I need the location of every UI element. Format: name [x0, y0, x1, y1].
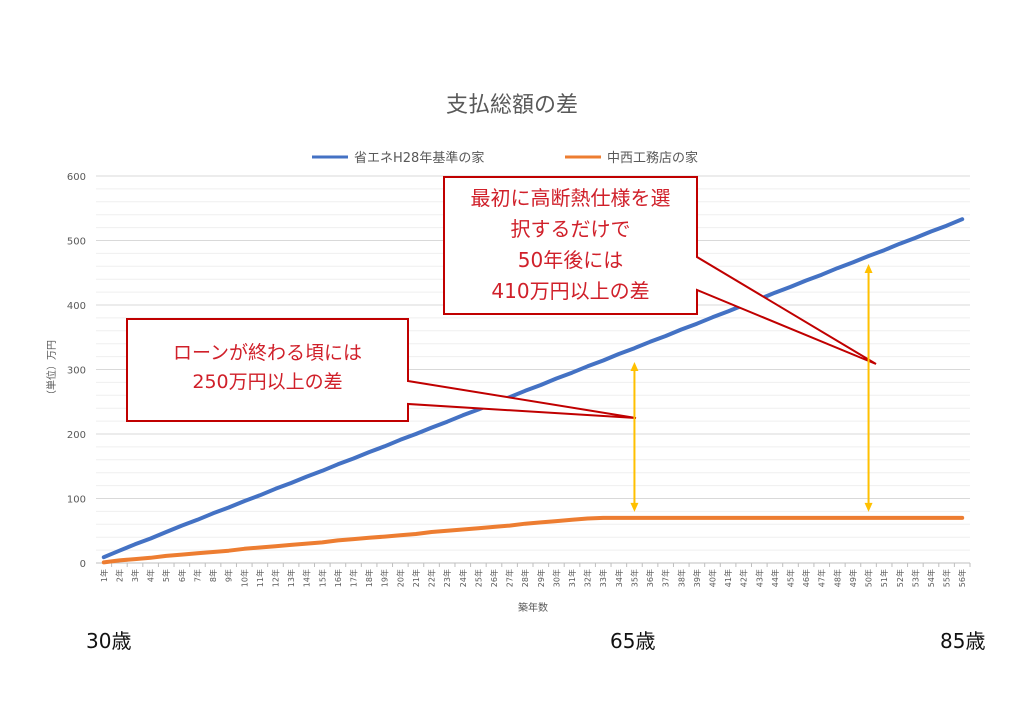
- x-tick-label: 56年: [957, 569, 967, 587]
- x-tick-label: 5年: [161, 569, 171, 582]
- x-tick-label: 16年: [333, 569, 343, 587]
- x-tick-label: 23年: [442, 569, 452, 587]
- x-tick-label: 24年: [458, 569, 468, 587]
- x-tick-label: 25年: [473, 569, 483, 587]
- y-axis-label: （単位）万円: [45, 340, 58, 400]
- x-tick-label: 54年: [926, 569, 936, 587]
- y-tick-label: 500: [67, 237, 86, 248]
- chart-title: 支払総額の差: [446, 93, 578, 118]
- difference-arrow-head-up: [864, 263, 873, 273]
- x-tick-label: 43年: [754, 569, 764, 587]
- axes: 0 100 200 300 400 500 600 1年 2年 3年 4年 5年 6年 7年 8年 9年 10年…: [67, 172, 971, 587]
- x-tick-label: 12年: [270, 569, 280, 587]
- x-tick-label: 22年: [427, 569, 437, 587]
- x-tick-label: 39年: [692, 569, 702, 587]
- y-tick-label: 400: [67, 301, 86, 312]
- x-tick-label: 28年: [520, 569, 530, 587]
- callout-insulation-box: [443, 176, 877, 365]
- x-tick-label: 52年: [895, 569, 905, 587]
- series-line-2: [101, 515, 965, 565]
- x-tick-label: 36年: [645, 569, 655, 587]
- x-tick-label: 20年: [395, 569, 405, 587]
- x-tick-label: 37年: [661, 569, 671, 587]
- x-tick-label: 46年: [801, 569, 811, 587]
- x-tick-label: 55年: [942, 569, 952, 587]
- x-tick-label: 49年: [848, 569, 858, 587]
- x-tick-label: 45年: [786, 569, 796, 587]
- x-tick-label: 29年: [536, 569, 546, 587]
- x-tick-label: 3年: [130, 569, 140, 582]
- x-tick-label: 26年: [489, 569, 499, 587]
- callout-loan-line-2: 250万円以上の差: [192, 371, 343, 393]
- legend-label-series-1: 省エネH28年基準の家: [354, 150, 484, 166]
- x-tick-label: 32年: [583, 569, 593, 587]
- difference-arrow-head-down: [630, 502, 639, 512]
- x-tick-label: 9年: [224, 569, 234, 582]
- x-tick-label: 33年: [598, 569, 608, 587]
- x-tick-label: 40年: [707, 569, 717, 587]
- x-tick-label: 2年: [114, 569, 124, 582]
- x-tick-label: 21年: [411, 569, 421, 587]
- x-tick-label: 10年: [239, 569, 249, 587]
- x-tick-label: 44年: [770, 569, 780, 587]
- x-tick-label: 7年: [192, 569, 202, 582]
- x-tick-label: 19年: [380, 569, 390, 587]
- difference-arrow-head-down: [864, 502, 873, 512]
- y-tick-label: 200: [67, 430, 86, 441]
- x-tick-label: 11年: [255, 569, 265, 587]
- callout-insulation-text: 最初に高断熱仕様を選 択するだけで 50年後には 410万円以上の差: [448, 183, 693, 307]
- y-tick-label: 600: [67, 172, 86, 183]
- x-tick-label: 51年: [879, 569, 889, 587]
- x-tick-label: 41年: [723, 569, 733, 587]
- difference-arrows: [630, 263, 873, 512]
- x-tick-label: 53年: [910, 569, 920, 587]
- x-tick-label: 50年: [864, 569, 874, 587]
- x-tick-label: 34年: [614, 569, 624, 587]
- x-tick-label: 15年: [317, 569, 327, 587]
- callout-insulation-line-1: 最初に高断熱仕様を選: [470, 186, 671, 210]
- x-tick-label: 47年: [817, 569, 827, 587]
- x-tick-label: 18年: [364, 569, 374, 587]
- callout-insulation-line-3: 50年後には: [517, 248, 624, 272]
- y-tick-label: 100: [67, 495, 86, 506]
- age-label-start: 30歳: [86, 629, 132, 653]
- age-label-end: 85歳: [940, 629, 986, 653]
- callouts: [126, 176, 877, 422]
- legend-label-series-2: 中西工務店の家: [607, 150, 698, 166]
- x-tick-label: 14年: [302, 569, 312, 587]
- callout-insulation-line-2: 択するだけで: [510, 217, 631, 241]
- x-axis-label: 築年数: [518, 601, 548, 614]
- x-tick-label: 13年: [286, 569, 296, 587]
- y-tick-label: 300: [67, 366, 86, 377]
- x-tick-label: 4年: [146, 569, 156, 582]
- series-line-1: [101, 217, 965, 560]
- x-tick-label: 8年: [208, 569, 218, 582]
- x-tick-label: 42年: [739, 569, 749, 587]
- y-tick-label: 0: [80, 559, 86, 570]
- callout-loan-text: ローンが終わる頃には 250万円以上の差: [131, 339, 404, 397]
- x-tick-label: 27年: [505, 569, 515, 587]
- x-tick-label: 35年: [629, 569, 639, 587]
- x-tick-label: 17年: [349, 569, 359, 587]
- callout-loan-box: [126, 318, 637, 422]
- x-tick-label: 31年: [567, 569, 577, 587]
- difference-arrow-head-up: [630, 362, 639, 372]
- x-tick-label: 1年: [99, 569, 109, 582]
- x-tick-label: 48年: [832, 569, 842, 587]
- x-tick-label: 38年: [676, 569, 686, 587]
- x-tick-label: 30年: [551, 569, 561, 587]
- series: [101, 217, 965, 565]
- x-tick-label: 6年: [177, 569, 187, 582]
- legend: 省エネH28年基準の家 中西工務店の家: [312, 150, 698, 166]
- callout-insulation-line-4: 410万円以上の差: [491, 279, 650, 303]
- age-label-mid: 65歳: [610, 629, 656, 653]
- callout-loan-line-1: ローンが終わる頃には: [172, 342, 363, 364]
